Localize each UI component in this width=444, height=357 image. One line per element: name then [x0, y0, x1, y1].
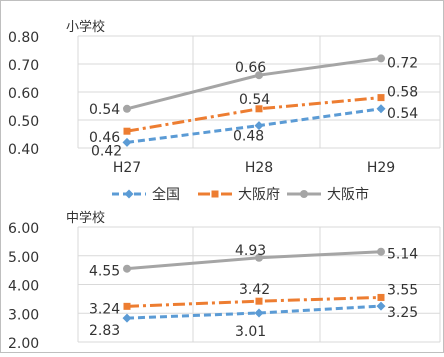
data-point: [255, 105, 263, 113]
data-point: [122, 137, 132, 147]
data-label: 0.46: [89, 130, 120, 146]
data-point: [254, 121, 264, 131]
legend-label: 大阪府: [238, 187, 280, 203]
data-label: 4.93: [235, 243, 266, 259]
data-point: [377, 247, 385, 256]
data-point: [255, 297, 263, 305]
y-tick-label: 0.60: [8, 86, 39, 102]
data-point: [376, 104, 386, 114]
legend-label: 大阪市: [327, 186, 369, 203]
data-label: 3.55: [387, 282, 418, 298]
data-label: 0.42: [91, 143, 122, 159]
legend: 全国 大阪府 大阪市: [112, 186, 369, 203]
series-line-0: [126, 304, 382, 320]
data-label: 3.24: [89, 301, 120, 317]
data-label: 5.14: [387, 247, 418, 263]
data-point: [377, 94, 385, 102]
data-label: 2.83: [89, 323, 120, 339]
x-tick-label: H29: [367, 160, 395, 176]
x-tick-label: H27: [113, 160, 141, 176]
panel-title: 中学校: [66, 210, 105, 226]
data-label: 3.01: [235, 324, 266, 340]
panel-title: 小学校: [66, 19, 105, 35]
data-point: [123, 264, 131, 273]
data-point: [377, 54, 385, 63]
y-tick-label: 3.00: [8, 307, 39, 323]
legend-marker: [211, 190, 219, 198]
data-label: 3.25: [387, 305, 418, 321]
series-line-1: [126, 295, 382, 308]
y-tick-label: 0.70: [8, 58, 39, 74]
data-label: 0.66: [235, 60, 266, 76]
data-label: 0.54: [387, 106, 418, 122]
data-point: [255, 253, 263, 262]
data-point: [255, 71, 263, 80]
legend-marker: [300, 190, 308, 198]
data-point: [122, 313, 132, 323]
data-point: [254, 308, 264, 318]
data-label: 0.58: [387, 85, 418, 101]
legend-marker: [124, 189, 134, 199]
y-tick-label: 6.00: [8, 221, 39, 237]
data-label: 0.72: [387, 55, 418, 71]
x-tick-label: H28: [245, 160, 273, 176]
data-point: [376, 301, 386, 311]
y-tick-label: 4.00: [8, 279, 39, 295]
y-tick-label: 0.40: [8, 142, 39, 158]
data-label: 3.42: [239, 282, 270, 298]
y-tick-label: 5.00: [8, 250, 39, 266]
y-tick-label: 2.00: [8, 336, 39, 352]
data-point: [123, 127, 131, 135]
data-label: 4.55: [89, 264, 120, 280]
data-point: [123, 104, 131, 113]
data-point: [123, 302, 131, 310]
data-label: 0.48: [233, 129, 264, 145]
data-point: [377, 293, 385, 301]
y-tick-label: 0.80: [8, 30, 39, 46]
y-tick-label: 0.50: [8, 114, 39, 130]
data-label: 0.54: [89, 102, 120, 118]
legend-label: 全国: [152, 186, 180, 203]
data-label: 0.54: [239, 92, 270, 108]
